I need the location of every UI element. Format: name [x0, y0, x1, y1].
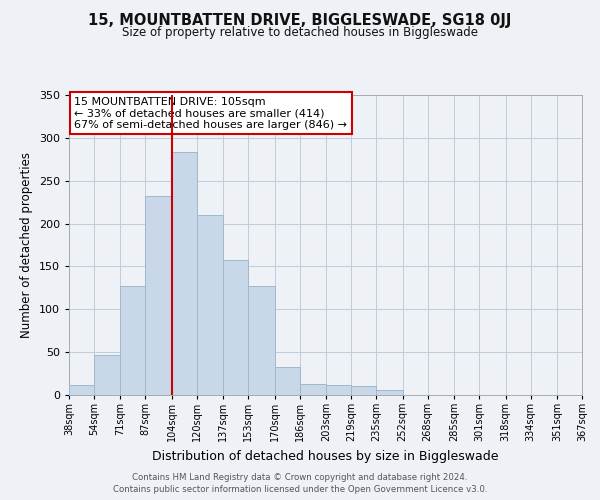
Y-axis label: Number of detached properties: Number of detached properties [20, 152, 33, 338]
Bar [275, 366, 300, 395]
Bar [145, 196, 172, 395]
Bar [300, 384, 326, 395]
Text: 15, MOUNTBATTEN DRIVE, BIGGLESWADE, SG18 0JJ: 15, MOUNTBATTEN DRIVE, BIGGLESWADE, SG18… [88, 12, 512, 28]
Bar [172, 152, 197, 395]
Bar [223, 260, 248, 395]
Bar [197, 215, 223, 395]
Bar [69, 384, 94, 395]
Text: Size of property relative to detached houses in Biggleswade: Size of property relative to detached ho… [122, 26, 478, 39]
Bar [351, 386, 376, 395]
Bar [376, 390, 403, 395]
Bar [94, 354, 121, 395]
X-axis label: Distribution of detached houses by size in Biggleswade: Distribution of detached houses by size … [152, 450, 499, 463]
Text: 15 MOUNTBATTEN DRIVE: 105sqm
← 33% of detached houses are smaller (414)
67% of s: 15 MOUNTBATTEN DRIVE: 105sqm ← 33% of de… [74, 96, 347, 130]
Bar [121, 286, 145, 395]
Bar [248, 286, 275, 395]
Text: Contains HM Land Registry data © Crown copyright and database right 2024.: Contains HM Land Registry data © Crown c… [132, 472, 468, 482]
Text: Contains public sector information licensed under the Open Government Licence v3: Contains public sector information licen… [113, 485, 487, 494]
Bar [326, 384, 351, 395]
